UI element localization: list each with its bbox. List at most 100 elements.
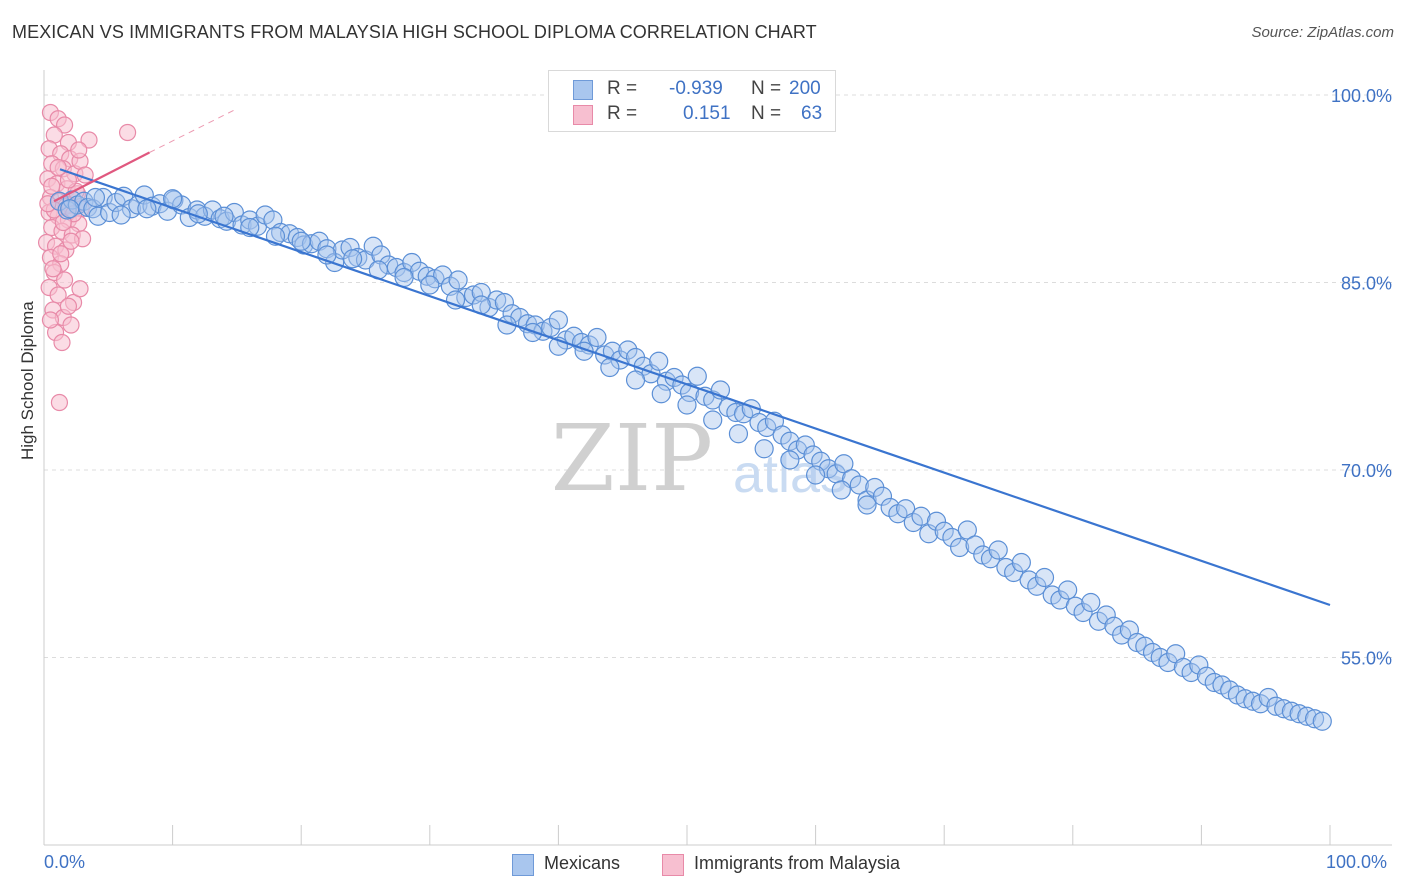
legend-n-label: N = <box>751 103 782 124</box>
data-point-mexicans <box>926 511 947 531</box>
y-tick-label: 55.0% <box>1341 649 1392 669</box>
data-point-mexicans <box>88 206 108 226</box>
data-point-mexicans <box>849 475 869 495</box>
data-point-mexicans <box>1304 709 1325 729</box>
legend-swatch-mexicans <box>512 854 534 876</box>
data-point-malaysia <box>59 297 78 315</box>
data-point-mexicans <box>957 520 977 540</box>
data-point-mexicans <box>1204 672 1224 693</box>
data-point-mexicans <box>703 410 723 430</box>
correlation-legend: R = -0.939 N = 200 R = 0.151 N = 63 <box>548 70 836 132</box>
data-point-mexicans <box>99 202 120 223</box>
data-point-malaysia <box>43 177 61 195</box>
data-point-mexicans <box>911 506 931 526</box>
data-point-mexicans <box>795 435 815 455</box>
data-point-mexicans <box>950 537 970 558</box>
x-tick-label-max: 100.0% <box>1326 852 1388 872</box>
data-point-mexicans <box>1312 711 1332 731</box>
series-mexicans <box>49 185 1332 731</box>
data-point-mexicans <box>137 199 157 219</box>
data-point-mexicans <box>1019 570 1039 590</box>
data-point-mexicans <box>880 497 900 518</box>
data-point-mexicans <box>291 231 311 251</box>
trendline-mexicans <box>59 168 1331 607</box>
data-point-malaysia <box>55 116 74 134</box>
data-point-mexicans <box>494 292 514 313</box>
legend-label-malaysia: Immigrants from Malaysia <box>694 853 901 873</box>
data-point-malaysia <box>50 393 69 412</box>
data-point-mexicans <box>831 480 851 500</box>
data-point-malaysia <box>39 195 57 213</box>
data-point-malaysia <box>62 232 80 250</box>
data-point-mexicans <box>728 424 749 444</box>
data-point-mexicans <box>287 227 307 248</box>
data-point-mexicans <box>60 199 80 219</box>
data-point-malaysia <box>49 158 67 177</box>
y-tick-label: 85.0% <box>1341 274 1392 294</box>
data-point-mexicans <box>371 245 391 265</box>
data-point-malaysia <box>62 316 80 334</box>
data-point-mexicans <box>857 495 877 515</box>
data-point-mexicans <box>1266 696 1286 716</box>
data-point-malaysia <box>80 131 98 149</box>
data-point-mexicans <box>1181 662 1201 683</box>
data-point-mexicans <box>1189 655 1209 675</box>
legend-r-value: -0.939 <box>669 78 723 99</box>
data-point-mexicans <box>1011 552 1031 573</box>
legend-swatch-mexicans <box>573 80 593 100</box>
trendline-malaysia-extension <box>149 108 238 153</box>
data-point-mexicans <box>1250 694 1271 714</box>
data-point-malaysia <box>71 280 89 298</box>
data-point-malaysia <box>70 141 88 159</box>
watermark-zip: ZIP <box>551 405 713 512</box>
data-point-mexicans <box>1096 605 1116 625</box>
data-point-mexicans <box>872 486 893 506</box>
legend-n-value: 200 <box>789 78 821 99</box>
data-point-mexicans <box>687 366 707 386</box>
data-point-mexicans <box>240 210 260 230</box>
data-point-mexicans <box>340 237 360 258</box>
data-point-mexicans <box>1281 701 1302 721</box>
data-point-mexicans <box>803 445 823 465</box>
data-point-mexicans <box>1289 704 1309 724</box>
data-point-mexicans <box>1243 691 1263 711</box>
data-point-mexicans <box>726 402 746 423</box>
data-point-mexicans <box>448 270 468 290</box>
legend-n-label: N = <box>751 78 782 99</box>
data-point-mexicans <box>1065 596 1085 616</box>
data-point-mexicans <box>942 527 962 548</box>
data-point-mexicans <box>1196 666 1217 686</box>
legend-n-value: 63 <box>801 103 823 124</box>
data-point-mexicans <box>780 450 800 470</box>
data-point-malaysia <box>41 311 60 329</box>
data-point-mexicans <box>1073 602 1093 623</box>
data-point-mexicans <box>1088 611 1109 631</box>
data-point-mexicans <box>111 205 131 225</box>
data-point-malaysia <box>49 286 67 304</box>
axes <box>43 70 1392 846</box>
data-point-mexicans <box>463 285 484 305</box>
data-point-malaysia <box>118 123 137 142</box>
legend-swatch-malaysia <box>662 854 684 876</box>
series-immigrants-from-malaysia <box>37 103 137 412</box>
data-point-mexicans <box>610 350 630 370</box>
gridlines <box>44 94 1392 658</box>
data-point-mexicans <box>988 540 1008 560</box>
legend-r-label: R = <box>607 103 638 124</box>
data-point-malaysia <box>53 333 71 352</box>
data-point-mexicans <box>965 535 985 555</box>
legend-label-mexicans: Mexicans <box>544 853 621 873</box>
data-point-mexicans <box>1058 580 1078 600</box>
data-point-mexicans <box>625 370 646 390</box>
data-point-mexicans <box>394 262 414 283</box>
data-point-malaysia <box>44 260 62 278</box>
data-point-mexicans <box>618 340 638 360</box>
data-point-mexicans <box>394 267 414 288</box>
y-tick-labels: 100.0% 85.0% 70.0% 55.0% <box>1331 86 1392 669</box>
data-point-mexicans <box>1135 636 1155 656</box>
source-label: Source: ZipAtlas.com <box>1251 24 1394 41</box>
data-point-malaysia <box>55 271 74 289</box>
data-point-mexicans <box>587 327 607 348</box>
x-tick-label-min: 0.0% <box>44 852 86 872</box>
data-point-mexicans <box>754 439 774 459</box>
